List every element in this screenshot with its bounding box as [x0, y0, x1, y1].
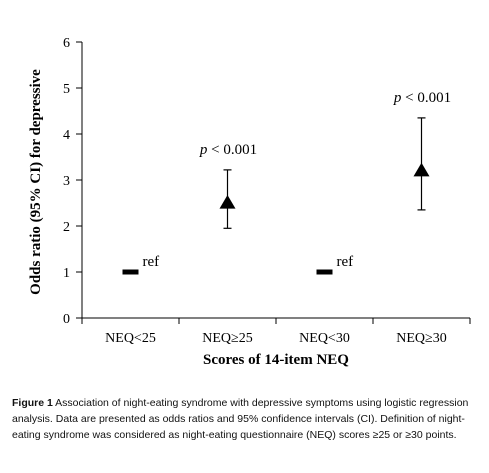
figure-caption: Figure 1 Association of night-eating syn…: [12, 395, 478, 443]
y-axis-label: Odds ratio (95% CI) for depressive: [28, 69, 44, 295]
x-tick-label: NEQ≥25: [202, 331, 252, 346]
data-point-triangle: [219, 195, 236, 209]
y-tick-label: 0: [63, 312, 70, 327]
y-tick-label: 5: [63, 82, 70, 97]
x-axis: NEQ<25 NEQ≥25 NEQ<30 NEQ≥30: [81, 317, 471, 346]
y-tick-label: 1: [63, 266, 70, 281]
chart: 0 1 2 3 4 5 6 NEQ<25 NEQ≥25 NEQ<30 NEQ≥30 ref p < …: [28, 36, 471, 368]
x-tick-label: NEQ<30: [299, 331, 350, 346]
x-tick-label: NEQ<25: [105, 331, 156, 346]
data-point-triangle: [413, 162, 430, 177]
y-tick-label: 4: [63, 128, 70, 143]
x-axis-label: Scores of 14-item NEQ: [203, 352, 349, 368]
y-tick-label: 2: [63, 220, 70, 235]
data-point-reference: [122, 269, 139, 275]
figure-label: Figure 1: [12, 397, 53, 409]
data-annotation: ref: [143, 254, 160, 270]
data-point-reference: [316, 269, 333, 275]
data-annotation: p < 0.001: [393, 90, 451, 106]
y-tick-label: 3: [63, 174, 70, 189]
caption-text: Association of night-eating syndrome wit…: [12, 397, 469, 441]
y-axis: 0 1 2 3 4 5 6: [63, 36, 83, 327]
data-marks: ref p < 0.001 ref p < 0.001: [122, 90, 451, 275]
x-tick-label: NEQ≥30: [396, 331, 446, 346]
data-annotation: p < 0.001: [199, 142, 257, 158]
data-annotation: ref: [337, 254, 354, 270]
y-tick-label: 6: [63, 36, 70, 51]
